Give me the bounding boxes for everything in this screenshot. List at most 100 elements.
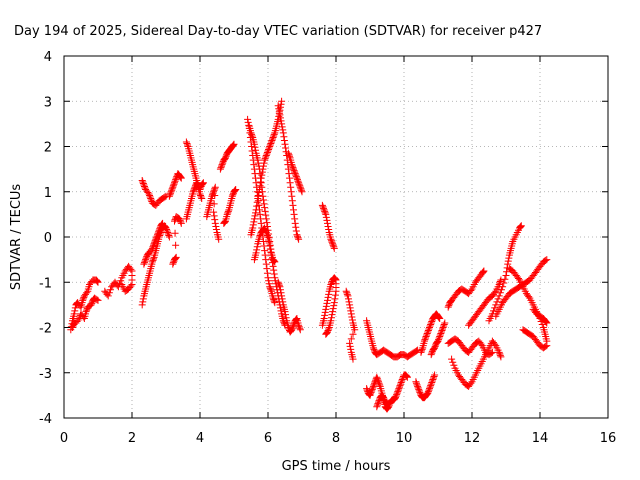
data-point-fill xyxy=(321,311,329,319)
data-point xyxy=(329,308,337,316)
data-point-fill xyxy=(268,136,276,144)
data-point xyxy=(261,224,269,232)
data-point-fill xyxy=(517,222,525,230)
data-point xyxy=(543,319,551,327)
data-point-fill xyxy=(428,349,436,357)
series-arc-h xyxy=(169,213,185,268)
data-point-fill xyxy=(321,308,329,316)
data-point xyxy=(322,330,330,338)
data-point-fill xyxy=(171,177,179,185)
data-point-fill xyxy=(324,222,332,230)
series-arc-t xyxy=(284,149,306,196)
data-point-fill xyxy=(370,345,378,353)
data-point-fill xyxy=(197,184,205,192)
data-point-fill xyxy=(323,216,331,224)
data-point-fill xyxy=(369,384,377,392)
data-point-fill xyxy=(266,141,274,149)
data-point-fill xyxy=(292,315,300,323)
data-point xyxy=(431,344,439,352)
data-point xyxy=(276,111,284,119)
data-point-fill xyxy=(149,243,157,251)
data-point-fill xyxy=(171,255,179,263)
data-point-fill xyxy=(295,323,303,331)
data-point-fill xyxy=(211,192,219,200)
y-tick-label: 2 xyxy=(44,141,52,156)
series-arc-b xyxy=(69,294,102,331)
data-point-fill xyxy=(176,216,184,224)
data-point-fill xyxy=(525,293,533,301)
data-point-fill xyxy=(270,132,278,140)
data-point-fill xyxy=(422,334,430,342)
data-point-fill xyxy=(263,150,271,158)
data-point-fill xyxy=(374,400,382,408)
data-point-fill xyxy=(289,201,297,209)
data-point-fill xyxy=(297,186,305,194)
data-point-fill xyxy=(516,223,524,231)
data-point-fill xyxy=(496,289,504,297)
data-point-fill xyxy=(374,376,382,384)
data-point-fill xyxy=(263,149,271,157)
data-point-fill xyxy=(429,374,437,382)
data-point-fill xyxy=(268,255,276,263)
data-point-fill xyxy=(343,290,351,298)
data-point xyxy=(281,308,289,316)
data-point-fill xyxy=(210,212,218,220)
data-point-fill xyxy=(141,184,149,192)
data-point-fill xyxy=(418,347,426,355)
data-point-fill xyxy=(263,219,271,227)
data-point xyxy=(244,115,252,123)
data-point xyxy=(397,380,405,388)
data-point-fill xyxy=(176,173,184,181)
data-point-fill xyxy=(150,241,158,249)
data-point-fill xyxy=(293,176,301,184)
data-point-fill xyxy=(177,218,185,226)
series-arc-l xyxy=(216,140,238,173)
data-point-fill xyxy=(496,351,504,359)
data-point xyxy=(247,129,255,137)
data-point-fill xyxy=(139,179,147,187)
series-arc-x xyxy=(363,317,422,361)
data-point-fill xyxy=(155,228,163,236)
data-point xyxy=(346,301,354,309)
x-tick-label: 10 xyxy=(396,431,413,446)
data-point-fill xyxy=(211,185,219,193)
data-point-fill xyxy=(256,182,264,190)
data-point xyxy=(373,373,381,381)
data-point-fill xyxy=(321,209,329,217)
data-point-fill xyxy=(139,295,147,303)
data-point-fill xyxy=(394,388,402,396)
data-point-fill xyxy=(231,187,239,195)
data-point-fill xyxy=(270,266,278,274)
data-point-fill xyxy=(253,243,261,251)
data-point-fill xyxy=(500,279,508,287)
data-point-fill xyxy=(171,229,179,237)
data-point-fill xyxy=(210,186,218,194)
data-point xyxy=(172,253,180,261)
data-point xyxy=(147,195,155,203)
data-point xyxy=(257,219,265,227)
x-tick-label: 8 xyxy=(332,431,340,446)
data-point xyxy=(288,192,296,200)
data-point xyxy=(264,274,272,282)
data-point xyxy=(276,283,284,291)
chart-title: Day 194 of 2025, Sidereal Day-to-day VTE… xyxy=(14,24,542,39)
data-point-fill xyxy=(79,295,87,303)
data-point-fill xyxy=(286,152,294,160)
data-point xyxy=(264,233,272,241)
data-point-fill xyxy=(151,238,159,246)
data-point xyxy=(148,244,156,252)
data-point-fill xyxy=(373,375,381,383)
data-point-fill xyxy=(117,277,125,285)
data-point xyxy=(427,380,435,388)
data-point-fill xyxy=(198,180,206,188)
data-point-fill xyxy=(412,379,420,387)
data-point xyxy=(79,296,87,304)
data-point-fill xyxy=(423,391,431,399)
data-point-fill xyxy=(367,390,375,398)
series-arc-ag xyxy=(465,276,505,329)
data-point-fill xyxy=(435,314,443,322)
data-point-fill xyxy=(139,178,147,186)
data-point-fill xyxy=(163,227,171,235)
x-tick-label: 14 xyxy=(532,431,549,446)
data-point-fill xyxy=(450,361,458,369)
